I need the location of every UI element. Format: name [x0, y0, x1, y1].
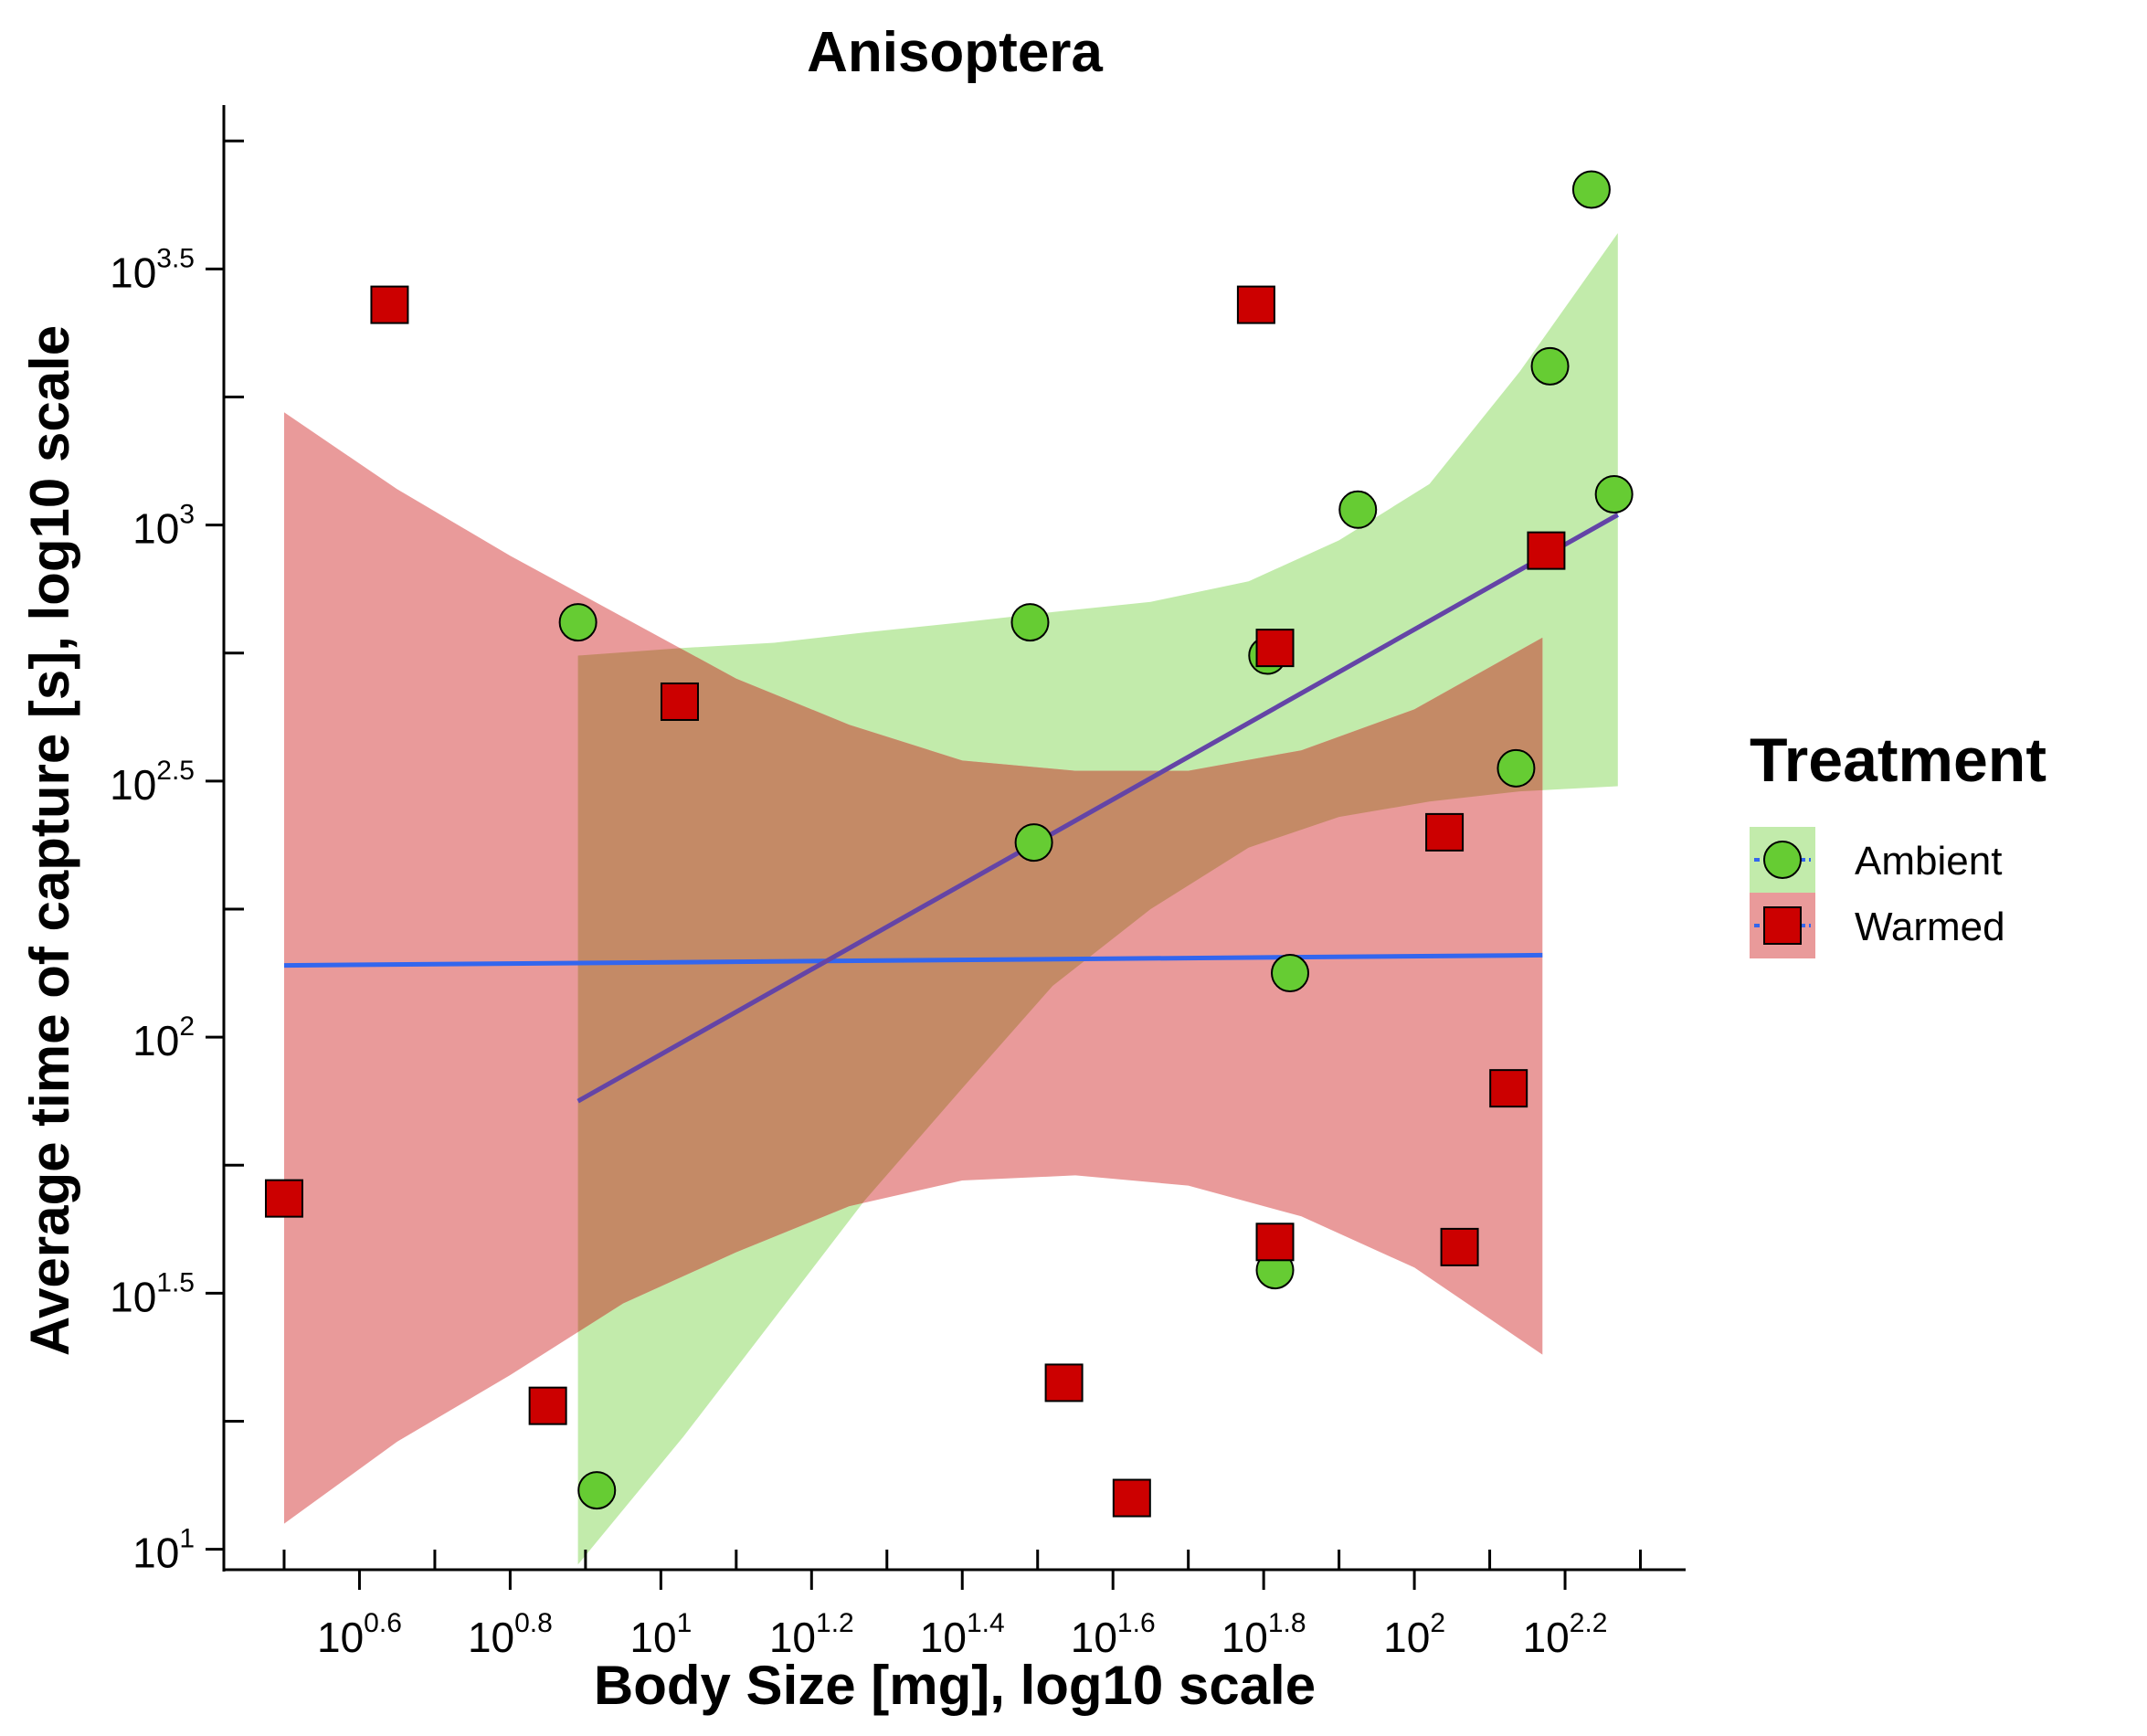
x-tick-label: 101.8: [1222, 1608, 1306, 1661]
x-tick-label: 100.8: [468, 1608, 553, 1661]
warmed-point: [660, 682, 699, 721]
y-tick-label: 101.5: [110, 1267, 195, 1320]
ambient-fit-line-overlap: [577, 513, 1618, 1104]
legend-entries: Ambient Warmed: [1750, 827, 2005, 958]
y-tick-label: 102.5: [110, 756, 195, 809]
axes: 100.6 100.8 101 101.2 101.4 101.6 101.8 102 102.…: [110, 105, 1686, 1661]
x-tick-label: 101.2: [769, 1608, 854, 1661]
warmed-point: [1425, 812, 1465, 852]
x-tick-label: 101: [629, 1608, 692, 1661]
legend-label-warmed: Warmed: [1855, 905, 2005, 949]
warmed-point: [528, 1386, 567, 1425]
warmed-point: [1044, 1363, 1084, 1403]
legend-marker-warmed: [1763, 906, 1802, 945]
x-tick-label: 101.6: [1071, 1608, 1156, 1661]
ambient-point: [1271, 954, 1310, 993]
ambient-point: [577, 1471, 617, 1510]
warmed-point: [1255, 629, 1295, 668]
warmed-point: [1236, 285, 1275, 324]
chart-title: Anisoptera: [807, 21, 1103, 84]
legend-marker-ambient: [1763, 841, 1802, 879]
y-axis-label: Average time of capture [s], log10 scale: [19, 325, 80, 1356]
warmed-fit-line: [283, 952, 1543, 969]
legend: Treatment Ambient Warmed: [1750, 725, 2047, 958]
warmed-point: [264, 1179, 303, 1218]
warmed-point: [1489, 1069, 1528, 1108]
y-tick-label: 101: [132, 1524, 195, 1577]
warmed-point: [370, 285, 409, 324]
ambient-point: [1530, 346, 1570, 386]
ambient-point: [1571, 170, 1611, 209]
x-axis-label: Body Size [mg], log10 scale: [594, 1655, 1316, 1716]
legend-label-ambient: Ambient: [1855, 839, 2002, 884]
band-overlap: [577, 412, 1543, 1524]
x-tick-label: 102: [1383, 1608, 1445, 1661]
warmed-point: [1255, 1223, 1295, 1262]
warmed-point: [1440, 1227, 1479, 1266]
y-tick-label: 103.5: [110, 243, 195, 296]
ambient-point: [1014, 823, 1053, 863]
ambient-point: [1338, 490, 1378, 529]
x-tick-label: 101.4: [920, 1608, 1005, 1661]
y-tick-label: 102: [132, 1011, 195, 1064]
ambient-point: [1594, 474, 1634, 513]
plot-area: [264, 170, 1634, 1565]
ambient-point: [1010, 603, 1050, 642]
x-tick-label: 100.6: [317, 1608, 402, 1661]
warmed-point: [1527, 531, 1566, 570]
y-tick-label: 103: [132, 500, 195, 553]
ambient-point: [558, 603, 598, 642]
warmed-point: [1112, 1478, 1151, 1518]
ambient-point: [1497, 748, 1536, 788]
legend-title: Treatment: [1750, 725, 2047, 795]
x-tick-label: 102.2: [1523, 1608, 1608, 1661]
